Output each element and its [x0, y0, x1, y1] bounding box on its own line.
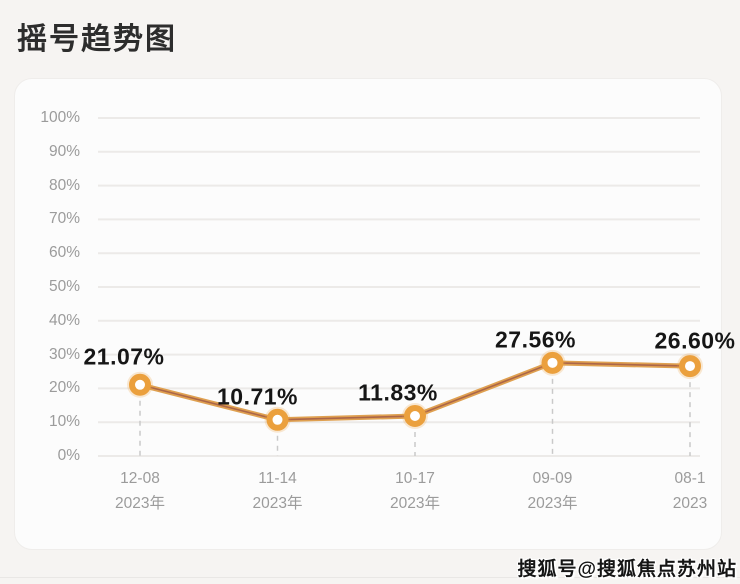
- y-axis-tick: 40%: [48, 311, 80, 329]
- y-axis-tick: 60%: [48, 244, 80, 262]
- y-axis-tick: 10%: [48, 413, 80, 431]
- x-axis-label: 11-14 2023年: [218, 466, 338, 516]
- y-axis-tick: 70%: [48, 210, 80, 228]
- x-axis-date: 08-1: [674, 470, 706, 487]
- x-axis-date: 09-09: [532, 470, 573, 487]
- data-point-label: 27.56%: [494, 326, 577, 353]
- divider: [0, 577, 740, 578]
- x-axis-date: 11-14: [258, 470, 297, 487]
- data-point-label: 26.60%: [654, 327, 736, 354]
- y-axis-tick: 30%: [48, 345, 80, 363]
- y-axis-tick: 0%: [57, 447, 80, 464]
- x-axis-date: 12-08: [120, 470, 160, 487]
- page-title: 摇号趋势图: [17, 23, 177, 56]
- chart-card: [14, 78, 722, 550]
- x-axis-label: 08-1 2023: [630, 466, 740, 516]
- x-axis-year: 2023年: [390, 495, 440, 512]
- x-axis-year: 2023年: [252, 495, 303, 512]
- watermark: 搜狐号@搜狐焦点苏州站: [517, 559, 737, 580]
- data-point-label: 11.83%: [358, 379, 438, 406]
- x-axis-label: 09-09 2023年: [493, 466, 613, 516]
- y-axis-tick: 90%: [48, 142, 80, 160]
- y-axis-tick: 20%: [48, 379, 80, 397]
- x-axis-year: 2023年: [115, 495, 165, 512]
- x-axis-date: 10-17: [395, 470, 435, 487]
- x-axis-label: 10-17 2023年: [355, 466, 475, 516]
- x-axis-year: 2023年: [527, 495, 578, 512]
- x-axis-year: 2023: [672, 495, 708, 512]
- data-point-label: 21.07%: [83, 343, 165, 370]
- data-point-label: 10.71%: [216, 383, 299, 410]
- y-axis-tick: 50%: [48, 278, 80, 295]
- x-axis-label: 12-08 2023年: [80, 466, 200, 516]
- y-axis-tick: 80%: [48, 176, 80, 194]
- y-axis-tick: 100%: [40, 109, 80, 126]
